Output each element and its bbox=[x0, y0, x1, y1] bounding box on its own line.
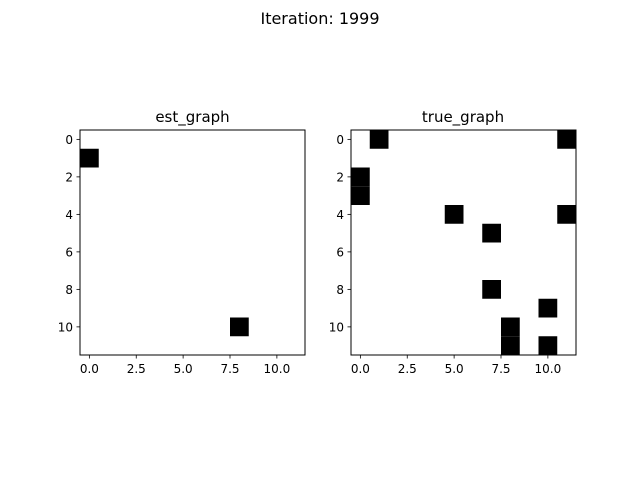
est-graph-xticks: 0.0 2.5 5.0 7.5 10.0 bbox=[80, 355, 290, 376]
true-graph-cell bbox=[482, 223, 501, 243]
est-graph-cells bbox=[80, 148, 249, 337]
true-graph-ytick-label: 0 bbox=[336, 133, 344, 147]
est-graph-xtick-label: 7.5 bbox=[220, 362, 239, 376]
est-graph-ytick-label: 10 bbox=[58, 320, 73, 334]
true-graph-cells bbox=[351, 130, 576, 355]
true-graph-yticks: 0 2 4 6 8 10 bbox=[329, 133, 351, 334]
true-graph-ytick-label: 10 bbox=[329, 320, 344, 334]
est-graph-xtick-label: 10.0 bbox=[264, 362, 291, 376]
true-graph-cell bbox=[444, 205, 464, 224]
true-graph-title: true_graph bbox=[422, 108, 504, 127]
true-graph-cell bbox=[501, 317, 520, 337]
est-graph-cell bbox=[230, 317, 249, 337]
est-graph-ytick-label: 2 bbox=[65, 170, 73, 184]
true-graph-cell bbox=[538, 298, 558, 318]
true-graph-frame bbox=[350, 129, 577, 356]
true-graph-cell bbox=[482, 280, 501, 299]
est-graph-axes: est_graph 0.0 2.5 5.0 7.5 10.0 0 2 4 6 8 10 bbox=[58, 108, 306, 376]
true-graph-axes: true_graph 0.0 2.5 5.0 7.5 10.0 0 2 4 6 8 10 bbox=[329, 108, 577, 376]
est-graph-frame bbox=[79, 129, 306, 356]
true-graph-cell bbox=[351, 186, 370, 205]
est-graph-yticks: 0 2 4 6 8 10 bbox=[58, 133, 80, 334]
est-graph-xtick-label: 5.0 bbox=[174, 362, 193, 376]
true-graph-xtick-label: 0.0 bbox=[351, 362, 370, 376]
true-graph-cell bbox=[557, 130, 576, 149]
true-graph-cell bbox=[557, 205, 576, 224]
true-graph-xtick-label: 7.5 bbox=[491, 362, 510, 376]
est-graph-title: est_graph bbox=[155, 108, 229, 127]
true-graph-ytick-label: 8 bbox=[336, 283, 344, 297]
est-graph-ytick-label: 0 bbox=[65, 133, 73, 147]
true-graph-cell bbox=[369, 130, 389, 149]
true-graph-xtick-label: 10.0 bbox=[535, 362, 562, 376]
est-graph-xtick-label: 2.5 bbox=[127, 362, 146, 376]
true-graph-ytick-label: 2 bbox=[336, 170, 344, 184]
true-graph-cell bbox=[538, 336, 558, 355]
est-graph-cell bbox=[80, 148, 99, 168]
true-graph-xtick-label: 5.0 bbox=[445, 362, 464, 376]
true-graph-xtick-label: 2.5 bbox=[398, 362, 417, 376]
true-graph-ytick-label: 4 bbox=[336, 208, 344, 222]
true-graph-cell bbox=[351, 167, 370, 187]
figure-suptitle: Iteration: 1999 bbox=[260, 9, 379, 28]
est-graph-ytick-label: 4 bbox=[65, 208, 73, 222]
true-graph-cell bbox=[501, 336, 520, 355]
est-graph-xtick-label: 0.0 bbox=[80, 362, 99, 376]
true-graph-xticks: 0.0 2.5 5.0 7.5 10.0 bbox=[351, 355, 561, 376]
est-graph-ytick-label: 6 bbox=[65, 245, 73, 259]
est-graph-ytick-label: 8 bbox=[65, 283, 73, 297]
true-graph-ytick-label: 6 bbox=[336, 245, 344, 259]
